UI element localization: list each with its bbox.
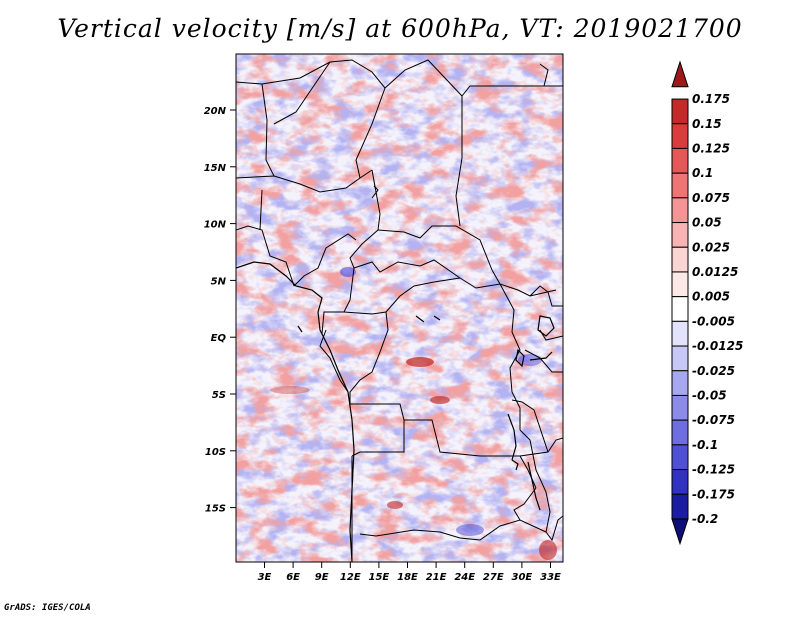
colorbar-label: 0.1	[692, 166, 713, 180]
lat-tick-label: 20N	[204, 106, 227, 117]
velocity-field	[236, 54, 563, 562]
colorbar-label: -0.125	[692, 463, 735, 477]
colorbar-label: 0.0125	[692, 265, 738, 279]
colorbar-band	[671, 271, 689, 298]
lat-tick-label: 5N	[211, 276, 227, 287]
colorbar-band	[671, 197, 689, 224]
colorbar-label: 0.175	[692, 92, 730, 106]
colorbar-top-arrow	[671, 60, 689, 88]
lat-tick-label: EQ	[211, 333, 227, 344]
colorbar-label: -0.1	[692, 438, 718, 452]
colorbar-band	[671, 246, 689, 273]
lat-tick-label: 15N	[204, 163, 227, 174]
chart-title: Vertical velocity [m/s] at 600hPa, VT: 2…	[57, 14, 743, 43]
lon-tick-label: 18E	[397, 572, 418, 583]
colorbar-band	[671, 469, 689, 495]
colorbar-band	[671, 296, 689, 322]
lat-tick-label: 10S	[205, 447, 226, 458]
lat-tick-label: 15S	[205, 504, 226, 515]
colorbar-labels: 0.175 0.15 0.125 0.1 0.075 0.05 0.025 0.0125 0.0…	[692, 92, 743, 526]
strong-ascent-patches	[270, 357, 557, 560]
colorbar-label: -0.2	[692, 512, 718, 526]
colorbar-label: 0.075	[692, 191, 730, 205]
latitude-axis: 20N 15N 10N 5N EQ 5S 10S 15S	[204, 106, 236, 515]
colorbar-band	[671, 147, 689, 174]
colorbar-band	[671, 493, 689, 520]
colorbar-label: -0.05	[692, 388, 727, 402]
colorbar-band	[671, 172, 689, 199]
colorbar-label: 0.025	[692, 240, 730, 254]
colorbar-label: -0.075	[692, 413, 735, 427]
map-frame	[235, 53, 564, 563]
colorbar-band	[671, 394, 689, 421]
country-borders	[236, 59, 563, 562]
longitude-axis: 3E 6E 9E 12E 15E 18E 21E 24E 27E 30E 33E	[258, 562, 561, 583]
grads-credit: GrADS: IGES/COLA	[4, 603, 91, 613]
lon-tick-label: 24E	[454, 572, 475, 583]
colorbar-label: -0.175	[692, 487, 735, 501]
colorbar-band	[671, 123, 689, 149]
lon-tick-label: 33E	[540, 572, 561, 583]
colorbar-band	[671, 222, 689, 248]
colorbar-band	[671, 320, 689, 347]
colorbar-band	[671, 444, 689, 471]
colorbar-band	[671, 370, 689, 396]
colorbar-label: 0.005	[692, 290, 730, 304]
lon-tick-label: 6E	[286, 572, 300, 583]
coastline	[236, 261, 441, 562]
lon-tick-label: 9E	[315, 572, 329, 583]
colorbar-label: 0.125	[692, 141, 730, 155]
lon-tick-label: 3E	[258, 572, 272, 583]
lon-tick-label: 27E	[483, 572, 504, 583]
colorbar-band	[671, 98, 689, 125]
lon-tick-label: 21E	[426, 572, 447, 583]
colorbar-label: -0.005	[692, 314, 735, 328]
colorbar-swatches	[671, 60, 689, 546]
colorbar-label: -0.0125	[692, 339, 743, 353]
colorbar-bottom-arrow	[671, 518, 689, 546]
lon-tick-label: 12E	[340, 572, 361, 583]
lat-tick-label: 5S	[212, 390, 226, 401]
colorbar-band	[671, 419, 689, 446]
colorbar-band	[671, 345, 689, 372]
colorbar-label: 0.05	[692, 216, 722, 230]
colorbar-label: -0.025	[692, 364, 735, 378]
lat-tick-label: 10N	[204, 220, 227, 231]
lon-tick-label: 15E	[369, 572, 390, 583]
colorbar-label: 0.15	[692, 117, 722, 131]
lakes	[507, 315, 555, 511]
lon-tick-label: 30E	[512, 572, 533, 583]
